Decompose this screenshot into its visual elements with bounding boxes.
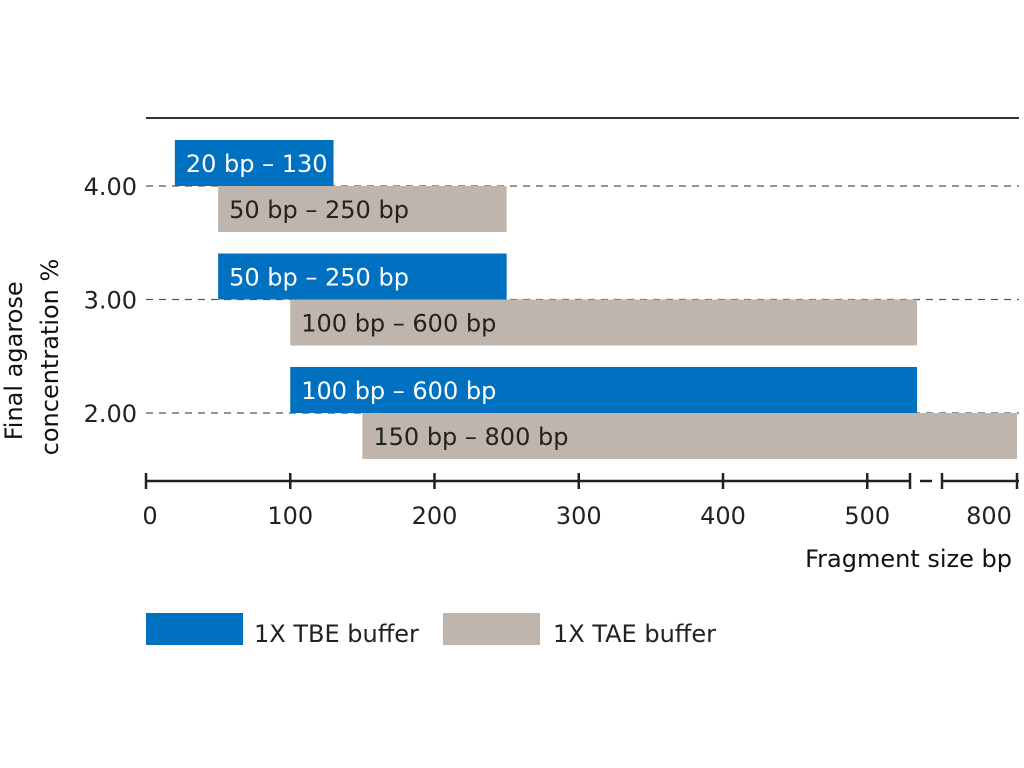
y-axis-title-line2: concentration % bbox=[36, 259, 64, 456]
tbe-range-bar bbox=[290, 367, 917, 413]
y-tick-labels: 4.00 3.00 2.00 bbox=[84, 173, 137, 428]
x-axis-title: Fragment size bp bbox=[805, 545, 1012, 573]
tae-range-bar bbox=[362, 413, 1017, 459]
x-tick-label: 400 bbox=[700, 502, 746, 530]
y-tick-label: 3.00 bbox=[84, 287, 137, 315]
x-tick-label: 500 bbox=[844, 502, 890, 530]
tae-range-bar bbox=[290, 299, 917, 346]
y-tick-label: 4.00 bbox=[84, 173, 137, 201]
legend-swatch-tae bbox=[443, 613, 540, 645]
tae-range-label: 100 bp – 600 bp bbox=[301, 310, 496, 338]
y-axis-title: Final agarose concentration % bbox=[0, 259, 64, 456]
legend-label-tae: 1X TAE buffer bbox=[553, 620, 716, 648]
x-axis: 0 100 200 300 400 500 800 bbox=[142, 473, 1019, 530]
legend-swatch-tbe bbox=[146, 613, 243, 645]
x-tick-label: 300 bbox=[556, 502, 602, 530]
tbe-range-label: 50 bp – 250 bp bbox=[229, 264, 409, 292]
range-bars: 20 bp – 130 bp 50 bp – 250 bp 100 bp – 600… bbox=[174, 140, 1017, 459]
legend: 1X TBE buffer 1X TAE buffer bbox=[146, 613, 716, 648]
tbe-range-bar bbox=[218, 253, 507, 300]
tae-range-label: 50 bp – 250 bp bbox=[229, 196, 409, 224]
tbe-range-bar bbox=[174, 140, 334, 186]
y-axis-title-line1: Final agarose bbox=[0, 281, 28, 440]
tbe-range-label: 20 bp – 130 bp bbox=[186, 150, 366, 178]
x-tick-label: 0 bbox=[142, 502, 157, 530]
x-tick-label: 200 bbox=[412, 502, 458, 530]
x-tick-label: 100 bbox=[267, 502, 313, 530]
tae-range-label: 150 bp – 800 bp bbox=[373, 423, 568, 451]
tbe-range-label: 100 bp – 600 bp bbox=[301, 377, 496, 405]
legend-label-tbe: 1X TBE buffer bbox=[254, 620, 419, 648]
x-tick-label: 800 bbox=[966, 502, 1012, 530]
y-tick-label: 2.00 bbox=[84, 400, 137, 428]
tae-range-bar bbox=[218, 186, 507, 232]
